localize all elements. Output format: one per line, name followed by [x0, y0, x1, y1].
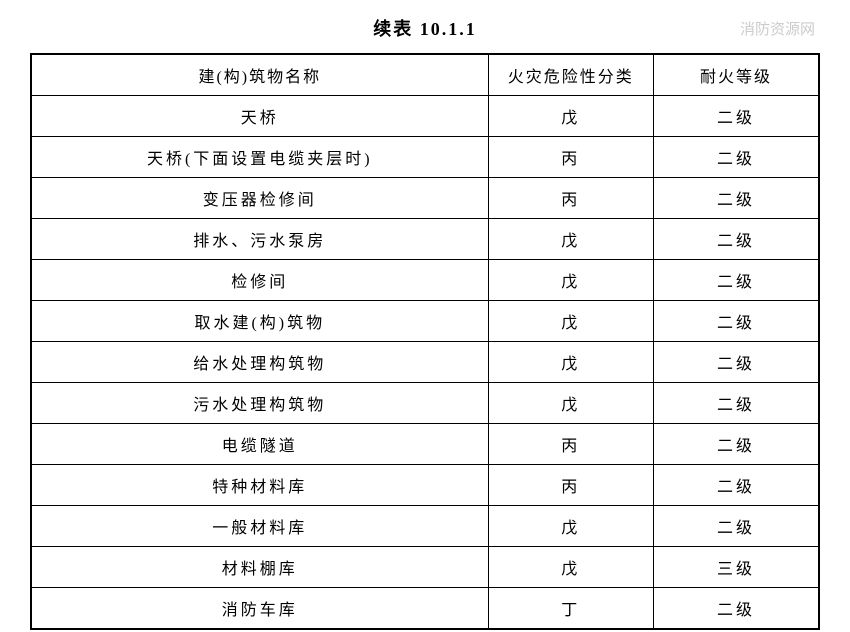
- table-row: 给水处理构筑物 戊 二级: [31, 342, 819, 383]
- table-row: 天桥(下面设置电缆夹层时) 丙 二级: [31, 137, 819, 178]
- header-building-name: 建(构)筑物名称: [31, 54, 488, 96]
- header-fire-hazard: 火灾危险性分类: [488, 54, 653, 96]
- cell-hazard: 丙: [488, 137, 653, 178]
- cell-name: 变压器检修间: [31, 178, 488, 219]
- cell-hazard: 戊: [488, 506, 653, 547]
- table-row: 取水建(构)筑物 戊 二级: [31, 301, 819, 342]
- cell-name: 一般材料库: [31, 506, 488, 547]
- cell-hazard: 戊: [488, 547, 653, 588]
- cell-rating: 二级: [654, 219, 819, 260]
- cell-name: 材料棚库: [31, 547, 488, 588]
- cell-hazard: 戊: [488, 96, 653, 137]
- cell-hazard: 丙: [488, 465, 653, 506]
- cell-hazard: 丁: [488, 588, 653, 630]
- table-row: 天桥 戊 二级: [31, 96, 819, 137]
- fire-classification-table: 建(构)筑物名称 火灾危险性分类 耐火等级 天桥 戊 二级 天桥(下面设置电缆夹…: [30, 53, 820, 630]
- cell-rating: 三级: [654, 547, 819, 588]
- table-row: 排水、污水泵房 戊 二级: [31, 219, 819, 260]
- cell-name: 排水、污水泵房: [31, 219, 488, 260]
- cell-hazard: 戊: [488, 383, 653, 424]
- cell-rating: 二级: [654, 465, 819, 506]
- cell-hazard: 戊: [488, 342, 653, 383]
- cell-rating: 二级: [654, 506, 819, 547]
- cell-rating: 二级: [654, 383, 819, 424]
- table-row: 材料棚库 戊 三级: [31, 547, 819, 588]
- cell-hazard: 戊: [488, 301, 653, 342]
- cell-name: 给水处理构筑物: [31, 342, 488, 383]
- table-row: 检修间 戊 二级: [31, 260, 819, 301]
- cell-rating: 二级: [654, 588, 819, 630]
- table-header-row: 建(构)筑物名称 火灾危险性分类 耐火等级: [31, 54, 819, 96]
- table-row: 消防车库 丁 二级: [31, 588, 819, 630]
- cell-rating: 二级: [654, 96, 819, 137]
- table-row: 特种材料库 丙 二级: [31, 465, 819, 506]
- watermark-text: 消防资源网: [740, 18, 815, 39]
- cell-rating: 二级: [654, 342, 819, 383]
- cell-name: 天桥: [31, 96, 488, 137]
- table-title: 续表 10.1.1: [30, 15, 820, 41]
- cell-name: 检修间: [31, 260, 488, 301]
- cell-hazard: 戊: [488, 219, 653, 260]
- table-body: 天桥 戊 二级 天桥(下面设置电缆夹层时) 丙 二级 变压器检修间 丙 二级 排…: [31, 96, 819, 630]
- table-row: 一般材料库 戊 二级: [31, 506, 819, 547]
- cell-name: 取水建(构)筑物: [31, 301, 488, 342]
- cell-rating: 二级: [654, 424, 819, 465]
- cell-rating: 二级: [654, 260, 819, 301]
- cell-hazard: 戊: [488, 260, 653, 301]
- table-row: 污水处理构筑物 戊 二级: [31, 383, 819, 424]
- cell-hazard: 丙: [488, 424, 653, 465]
- cell-name: 特种材料库: [31, 465, 488, 506]
- cell-name: 天桥(下面设置电缆夹层时): [31, 137, 488, 178]
- cell-rating: 二级: [654, 137, 819, 178]
- cell-rating: 二级: [654, 301, 819, 342]
- cell-rating: 二级: [654, 178, 819, 219]
- cell-hazard: 丙: [488, 178, 653, 219]
- cell-name: 污水处理构筑物: [31, 383, 488, 424]
- cell-name: 电缆隧道: [31, 424, 488, 465]
- table-row: 变压器检修间 丙 二级: [31, 178, 819, 219]
- cell-name: 消防车库: [31, 588, 488, 630]
- table-row: 电缆隧道 丙 二级: [31, 424, 819, 465]
- header-fire-rating: 耐火等级: [654, 54, 819, 96]
